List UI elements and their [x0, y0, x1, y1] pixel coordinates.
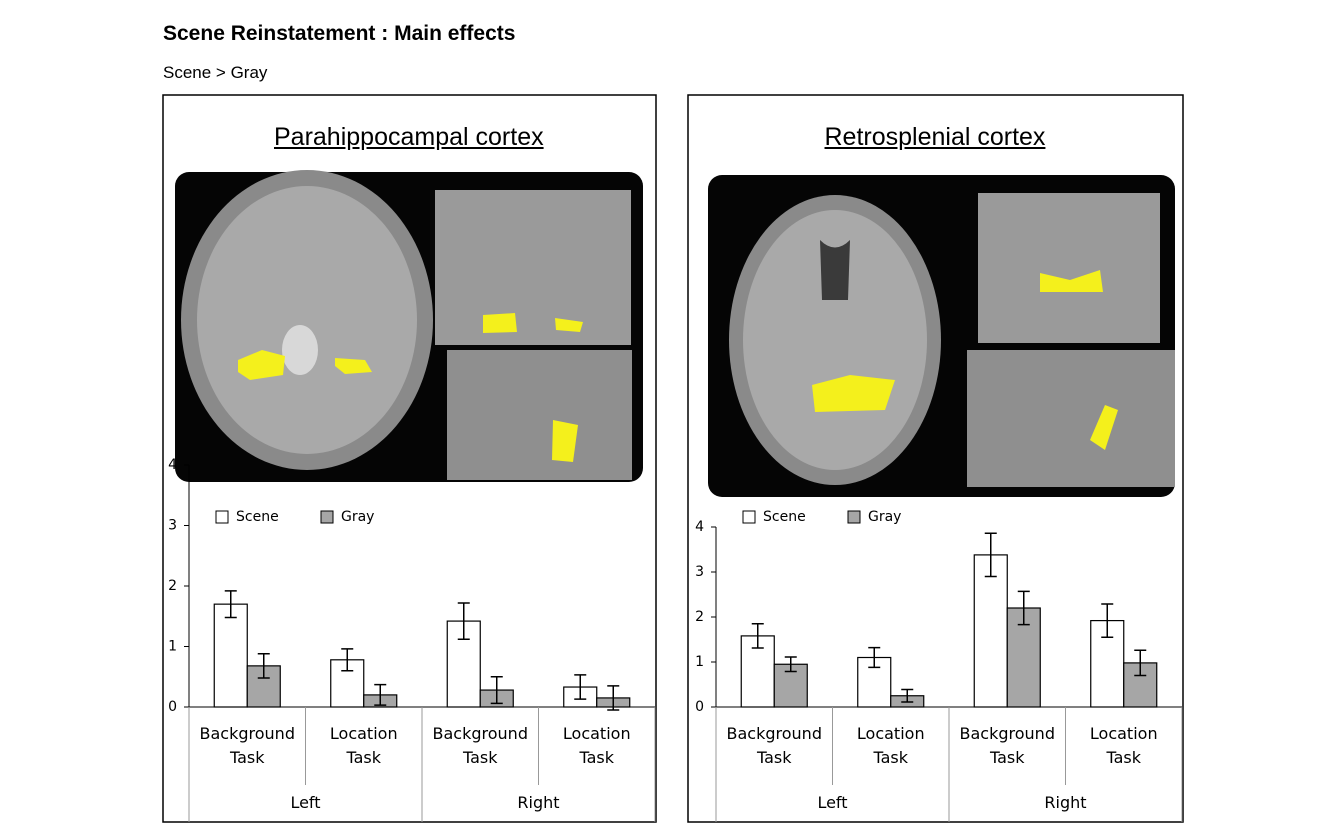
- error-bar: [901, 688, 914, 703]
- legend-label: Scene: [236, 509, 279, 525]
- x-tick-label: Location Task: [1089, 724, 1158, 767]
- legend-label: Gray: [341, 509, 374, 525]
- panel-title: Retrosplenial cortex: [824, 123, 1046, 151]
- error-bar: [868, 646, 881, 669]
- legend-swatch: [742, 510, 756, 524]
- y-tick-label: 2: [168, 578, 177, 594]
- bar: [973, 554, 1008, 708]
- y-tick-label: 0: [695, 699, 704, 715]
- y-tick-label: 0: [168, 699, 177, 715]
- y-tick-label: 1: [695, 654, 704, 670]
- panel-frame: [687, 94, 1184, 823]
- x-tick-label: Background Task: [959, 724, 1055, 767]
- error-bar: [984, 532, 997, 578]
- legend-swatch: [215, 510, 229, 524]
- panel-title: Parahippocampal cortex: [274, 123, 544, 151]
- error-bar: [341, 648, 354, 672]
- x-tick-label: Background Task: [726, 724, 822, 767]
- y-tick-label: 3: [695, 564, 704, 580]
- x-tick-label: Background Task: [199, 724, 295, 767]
- x-tick-label: Background Task: [432, 724, 528, 767]
- y-tick-label: 2: [695, 609, 704, 625]
- legend-label: Scene: [763, 509, 806, 525]
- figure-subtitle: Scene > Gray: [163, 63, 268, 82]
- x-tick-label: Location Task: [562, 724, 631, 767]
- legend-swatch: [847, 510, 861, 524]
- y-tick-label: 1: [168, 639, 177, 655]
- group-label: Right: [517, 793, 560, 812]
- legend-swatch: [320, 510, 334, 524]
- bar: [213, 603, 248, 708]
- y-tick-label: 4: [168, 457, 177, 473]
- panel-frame: [162, 94, 657, 823]
- x-tick-label: Location Task: [329, 724, 398, 767]
- error-bar: [257, 653, 270, 679]
- group-label: Right: [1044, 793, 1087, 812]
- x-tick-label: Location Task: [856, 724, 925, 767]
- group-label: Left: [817, 793, 848, 812]
- error-bar: [1017, 590, 1030, 626]
- y-tick-label: 3: [168, 518, 177, 534]
- error-bar: [574, 674, 587, 700]
- brain-image: [175, 170, 643, 482]
- error-bar: [374, 683, 387, 706]
- error-bar: [490, 676, 503, 705]
- error-bar: [1101, 603, 1114, 638]
- error-bar: [751, 623, 764, 649]
- error-bar: [457, 602, 470, 640]
- y-tick-label: 4: [695, 519, 704, 535]
- group-label: Left: [290, 793, 321, 812]
- error-bar: [224, 590, 237, 619]
- error-bar: [784, 656, 797, 673]
- legend-label: Gray: [868, 509, 901, 525]
- error-bar: [607, 685, 620, 711]
- error-bar: [1134, 649, 1147, 677]
- brain-image: [708, 175, 1175, 497]
- figure-title: Scene Reinstatement : Main effects: [163, 22, 516, 45]
